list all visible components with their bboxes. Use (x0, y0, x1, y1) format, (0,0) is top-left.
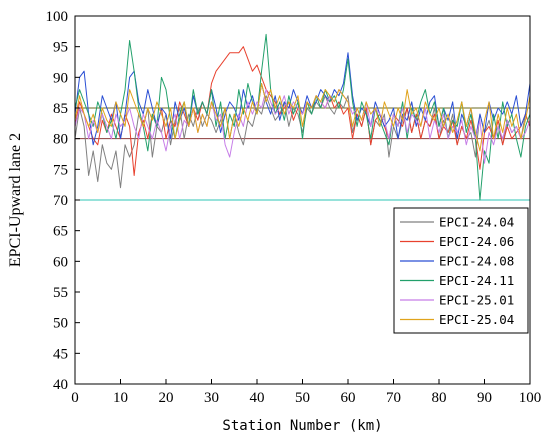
x-tick-label: 20 (159, 390, 174, 406)
legend-label: EPCI-25.04 (439, 312, 514, 327)
series-line-epci-24-06 (74, 46, 531, 176)
legend-label: EPCI-24.08 (439, 254, 514, 269)
x-tick-label: 50 (295, 390, 310, 406)
x-tick-label: 70 (386, 390, 401, 406)
x-tick-label: 60 (341, 390, 356, 406)
y-tick-label: 100 (46, 9, 69, 25)
y-tick-label: 45 (53, 346, 68, 362)
y-tick-label: 85 (53, 101, 68, 117)
legend-label: EPCI-25.01 (439, 293, 514, 308)
legend-label: EPCI-24.06 (439, 234, 514, 249)
y-tick-label: 65 (53, 224, 68, 240)
x-tick-label: 30 (204, 390, 219, 406)
legend-box (393, 207, 529, 334)
y-tick-label: 55 (53, 285, 68, 301)
y-tick-label: 40 (53, 377, 68, 393)
x-tick-label: 100 (519, 390, 542, 406)
y-axis: 40 45 50 55 60 65 70 75 80 85 90 95 100 (46, 9, 80, 393)
y-tick-label: 80 (53, 132, 68, 148)
series-line-epci-24-11 (74, 33, 531, 201)
x-tick-label: 80 (432, 390, 447, 406)
x-axis-label: Station Number (km) (222, 418, 382, 434)
legend-label: EPCI-24.11 (439, 273, 514, 288)
x-axis: 0 10 20 30 40 50 60 70 80 90 100 (71, 379, 541, 406)
y-tick-label: 75 (53, 162, 68, 178)
y-tick-label: 95 (53, 40, 68, 56)
y-tick-label: 90 (53, 70, 68, 86)
x-tick-label: 40 (250, 390, 265, 406)
series-line-epci-24-04 (74, 95, 531, 189)
y-tick-label: 60 (53, 254, 68, 270)
series-lines (74, 33, 531, 201)
y-tick-label: 70 (53, 193, 68, 209)
y-axis-label: EPCI-Upward lane 2 (7, 133, 24, 267)
x-tick-label: 0 (71, 390, 79, 406)
legend-label: EPCI-24.04 (439, 215, 514, 230)
x-tick-label: 10 (113, 390, 128, 406)
y-tick-label: 50 (53, 316, 68, 332)
series-line-epci-25-04 (74, 82, 531, 152)
legend: EPCI-24.04 EPCI-24.06 EPCI-24.08 EPCI-24.11… (393, 207, 529, 334)
x-tick-label: 90 (477, 390, 492, 406)
